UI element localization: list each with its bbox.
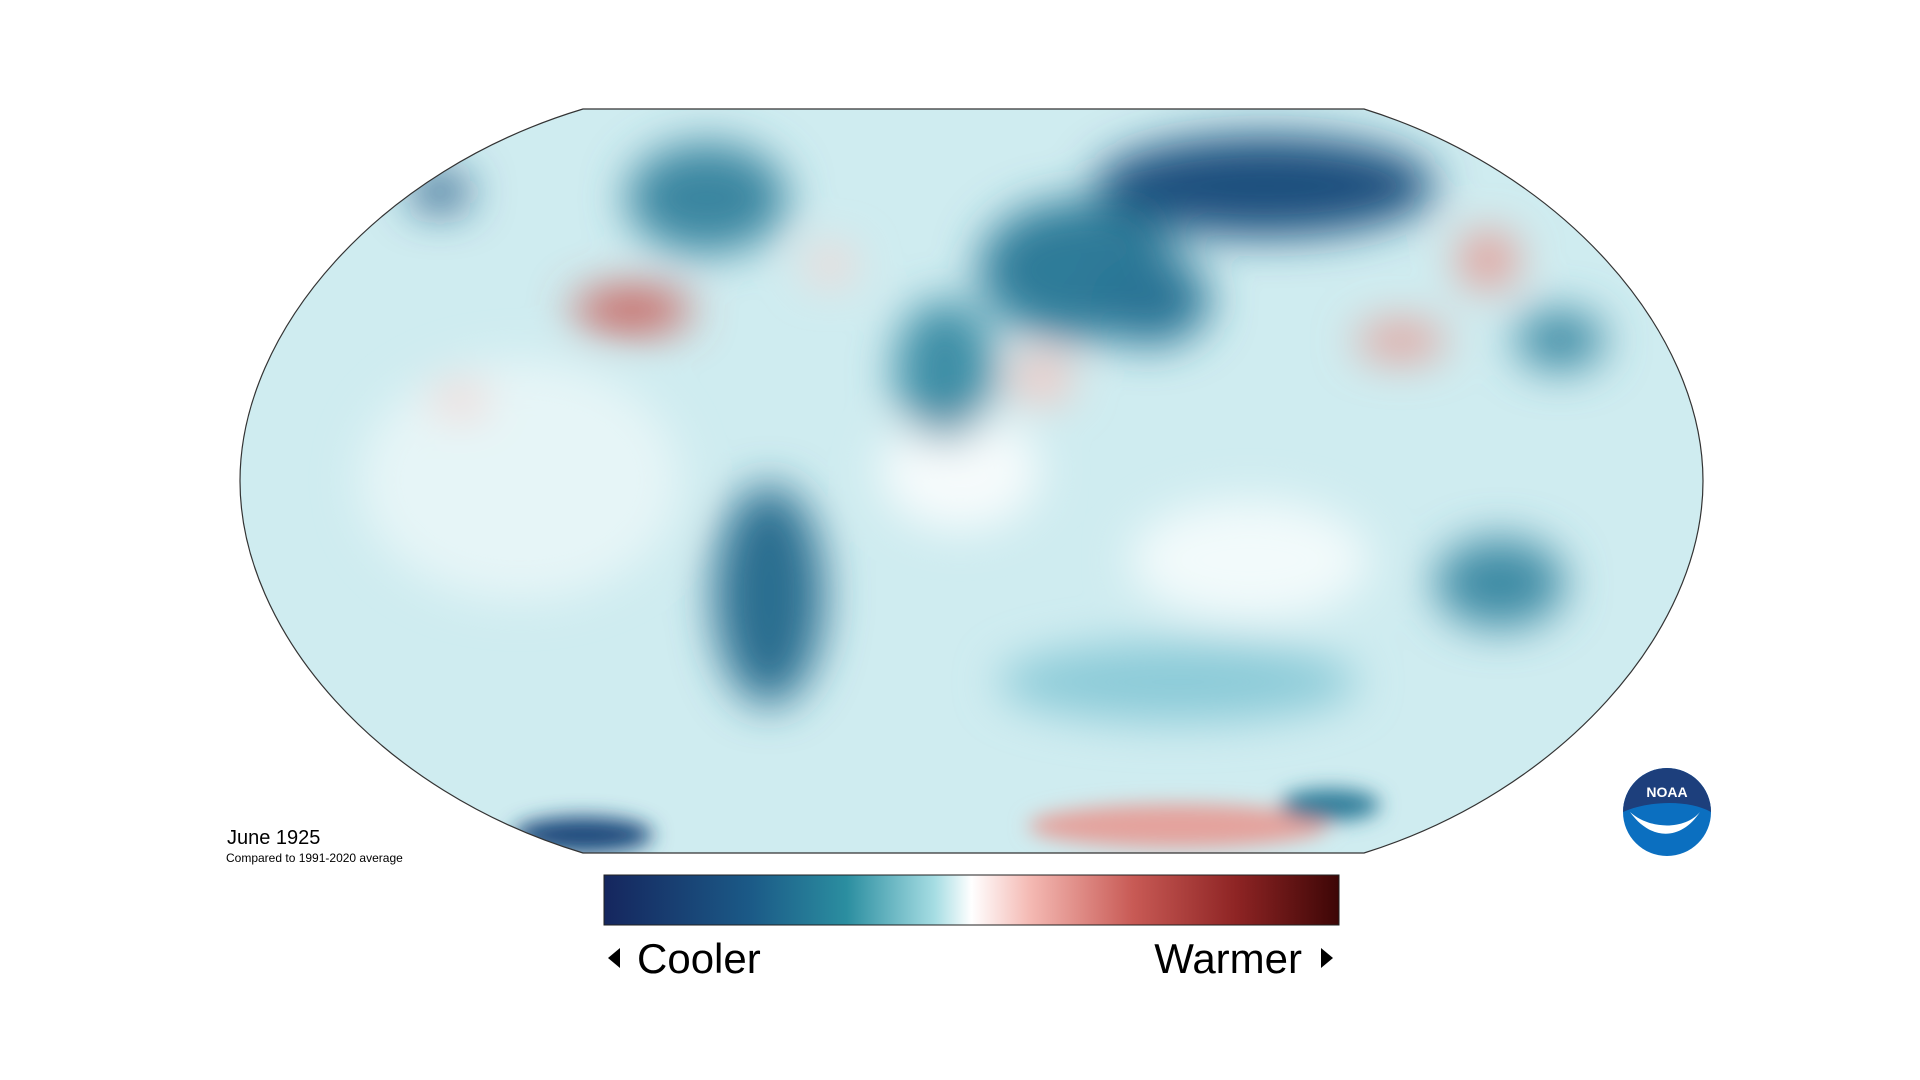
- cooler-arrow: [608, 948, 620, 968]
- map-title: June 1925: [227, 827, 320, 849]
- noaa-logo: NOAA: [1623, 768, 1711, 856]
- color-bar: [603, 874, 1340, 926]
- map-outline: [239, 108, 1704, 854]
- anomaly-map: [240, 109, 1703, 853]
- warmer-arrow: [1321, 948, 1333, 968]
- map-subtitle: Compared to 1991-2020 average: [226, 851, 403, 865]
- cooler-label: Cooler: [637, 935, 761, 982]
- logo-text: NOAA: [1646, 784, 1687, 800]
- warmer-label: Warmer: [1154, 935, 1302, 982]
